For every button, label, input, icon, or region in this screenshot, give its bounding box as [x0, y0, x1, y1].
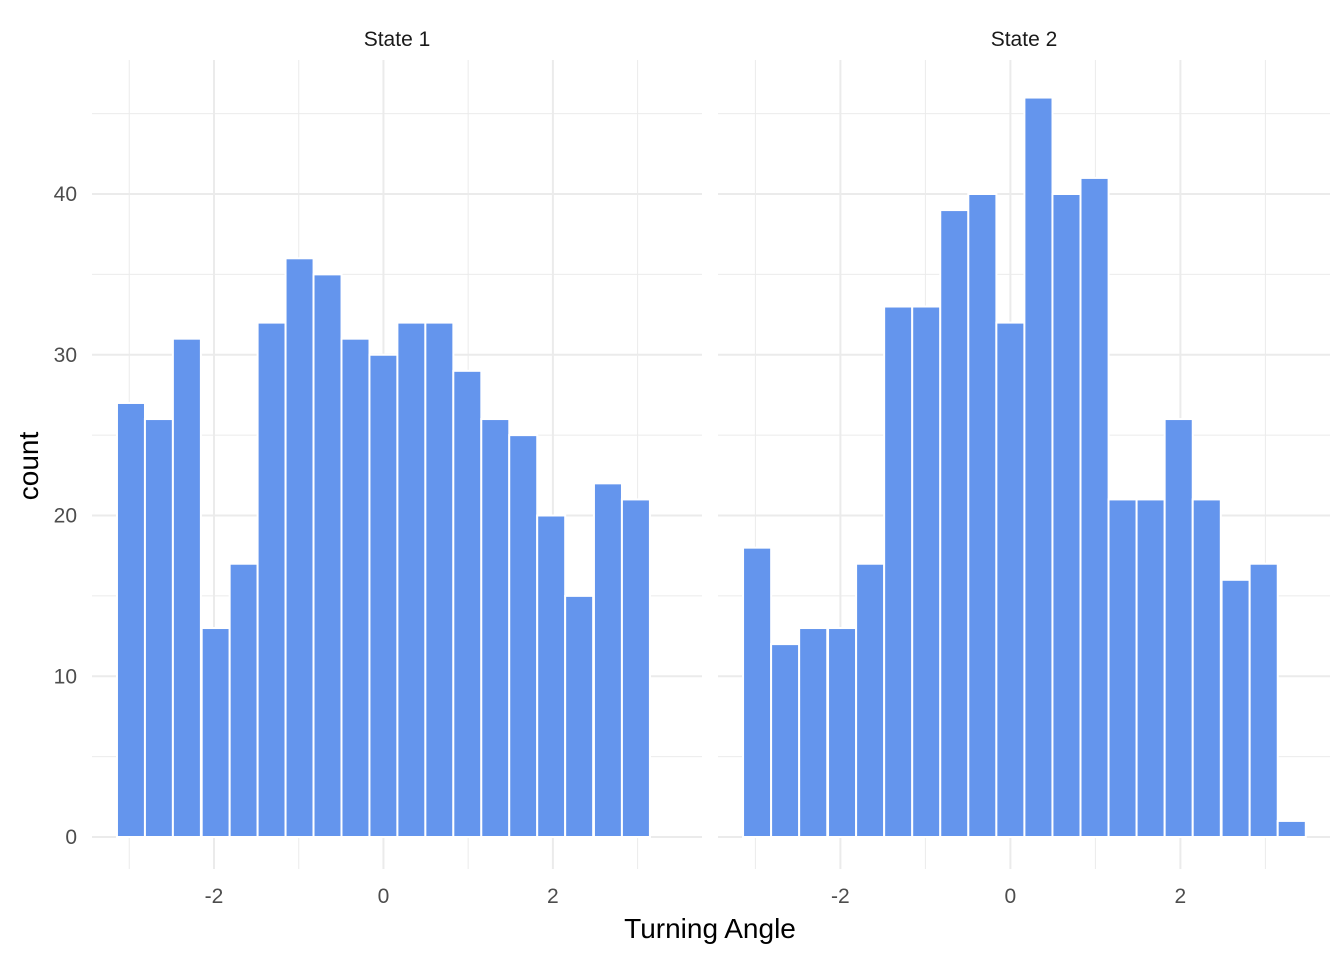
histogram-bar [1135, 498, 1166, 838]
histogram-bar [536, 514, 567, 838]
histogram-bar [1023, 96, 1054, 839]
histogram-bar [883, 305, 914, 838]
histogram-bar [1191, 498, 1222, 838]
histogram-bar [770, 643, 801, 838]
histogram-bar [1220, 578, 1251, 838]
histogram-bar [228, 562, 259, 838]
x-axis-title: Turning Angle [624, 913, 796, 944]
y-tick-label: 0 [65, 826, 77, 849]
y-tick-label: 30 [54, 344, 77, 367]
histogram-bar [480, 418, 511, 838]
histogram-bar [171, 337, 202, 838]
x-tick-label: 2 [547, 885, 559, 908]
x-tick-label: 0 [1005, 885, 1017, 908]
histogram-bar [312, 273, 343, 838]
y-tick-label: 10 [54, 665, 77, 688]
histogram-bar [115, 401, 146, 838]
histogram-bar [564, 594, 595, 838]
histogram-bar [592, 482, 623, 838]
histogram-bar [368, 353, 399, 838]
histogram-bar [1107, 498, 1138, 838]
histogram-bar [284, 257, 315, 838]
histogram-bar [1163, 418, 1194, 838]
histogram-bar [1248, 562, 1279, 838]
histogram-bar [798, 627, 829, 839]
facet-panel-1: -2 0 2 State 1 [92, 28, 702, 908]
histogram-bar [424, 321, 455, 839]
y-axis-title: count [13, 432, 44, 501]
histogram-bar [855, 562, 886, 838]
histogram-bar [827, 627, 858, 839]
histogram-bar [1079, 176, 1110, 839]
facet-title: State 1 [364, 28, 431, 51]
histogram-bar [1276, 819, 1307, 838]
histogram-bar [995, 321, 1026, 839]
histogram-bar [508, 434, 539, 838]
histogram-bar [396, 321, 427, 839]
histogram-bar [1051, 193, 1082, 838]
x-tick-label: 0 [378, 885, 390, 908]
y-tick-label: 40 [54, 183, 77, 206]
facet-panel-2: -2 0 2 State 2 [718, 28, 1330, 908]
histogram-bar [340, 337, 371, 838]
histogram-bar [620, 498, 651, 838]
y-tick-label: 20 [54, 505, 77, 528]
histogram-bar [967, 193, 998, 838]
histogram-bar [911, 305, 942, 838]
x-tick-label: 2 [1175, 885, 1187, 908]
facet-title: State 2 [991, 28, 1058, 51]
x-tick-label: -2 [205, 885, 224, 908]
x-tick-label: -2 [831, 885, 850, 908]
histogram-bar [143, 418, 174, 838]
histogram-bar [742, 546, 773, 839]
histogram-bar [939, 209, 970, 838]
histogram-bar [256, 321, 287, 839]
histogram-bar [452, 369, 483, 838]
panels-layer: -2 0 2 State 1 -2 0 2 State 2 0 10 20 30 40 [54, 28, 1330, 908]
histogram-bar [200, 627, 231, 839]
